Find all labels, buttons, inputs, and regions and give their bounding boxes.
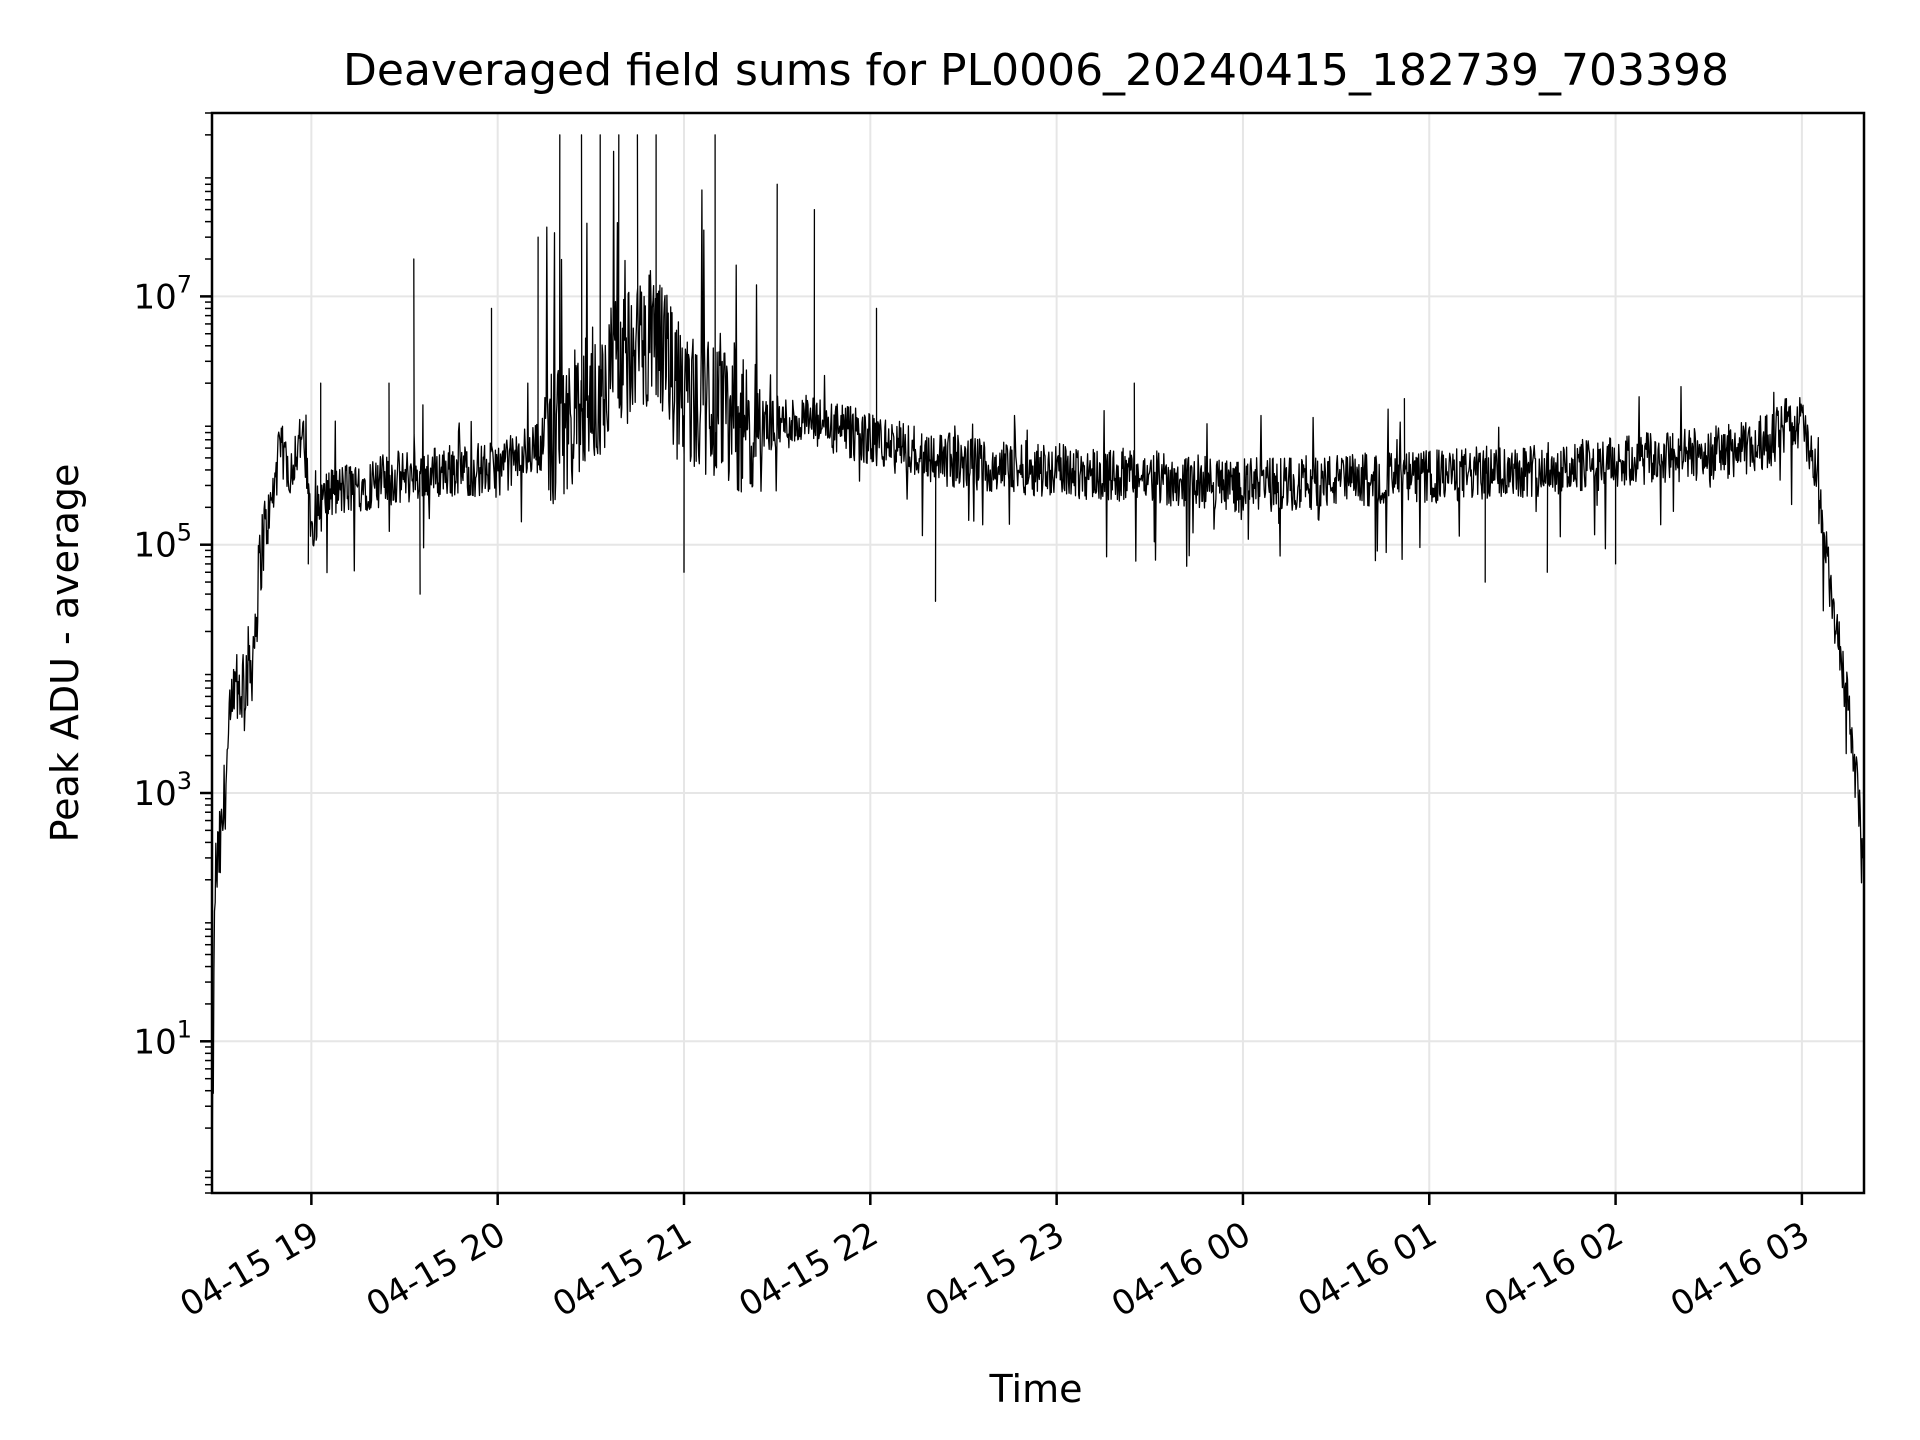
data-line-group — [212, 134, 1864, 1180]
data-line — [212, 134, 1864, 1180]
y-tick-base: 10 — [133, 277, 176, 317]
y-axis-label: Peak ADU - average — [43, 464, 87, 843]
y-tick-label: 107 — [133, 270, 192, 317]
chart-title: Deaveraged field sums for PL0006_2024041… — [343, 45, 1729, 96]
y-tick-base: 10 — [133, 1022, 176, 1062]
y-tick-exponent: 1 — [177, 1015, 192, 1043]
y-tick-label: 103 — [133, 767, 192, 814]
y-tick-base: 10 — [133, 774, 176, 814]
y-tick-label: 105 — [133, 519, 192, 566]
y-tick-exponent: 7 — [177, 270, 192, 298]
y-tick-exponent: 3 — [177, 767, 192, 795]
y-tick-base: 10 — [133, 526, 176, 566]
y-tick-exponent: 5 — [177, 519, 192, 547]
grid-lines — [212, 113, 1864, 1193]
plot-frame — [210, 111, 1866, 1195]
x-axis-label: Time — [989, 1367, 1083, 1411]
y-tick-label: 101 — [133, 1015, 192, 1062]
